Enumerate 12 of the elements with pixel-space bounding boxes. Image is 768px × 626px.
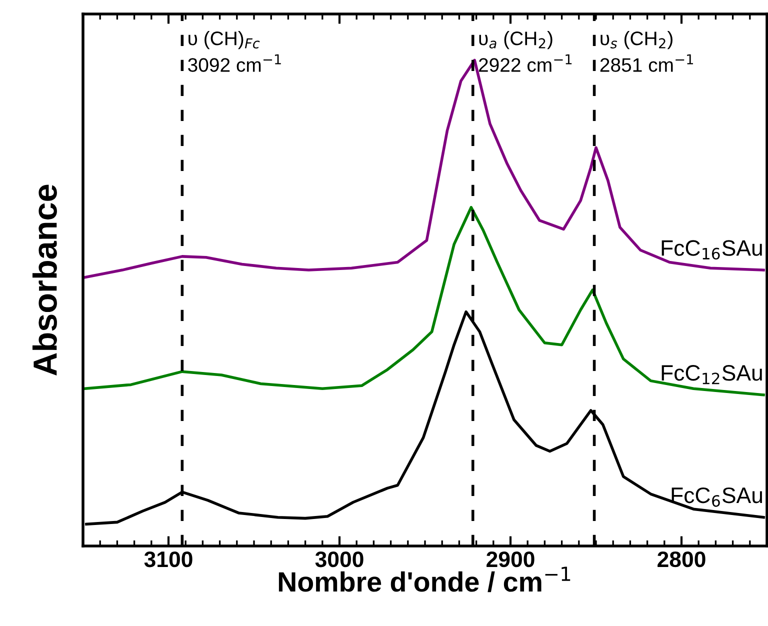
- x-tick-label: 2900: [486, 551, 534, 568]
- ref-line-label: υ$_{a}$ (CH$_{2}$) 2922 cm$^{−1}$: [478, 31, 572, 72]
- ref-line-label: υ (CH)$_{Fc}$ 3092 cm$^{−1}$: [188, 31, 281, 72]
- y-axis-title: Absorbance: [32, 184, 57, 376]
- x-tick-label: 3100: [144, 551, 192, 568]
- x-tick-label: 2800: [658, 551, 706, 568]
- x-tick-label: 3000: [315, 551, 364, 568]
- x-axis-title: Nombre d'onde / cm$^{−1}$: [278, 566, 570, 592]
- ref-line-label: υ$_{s}$ (CH$_{2}$) 2851 cm$^{−1}$: [600, 31, 693, 72]
- series-label: FcC$_{6}$SAu: [672, 487, 762, 507]
- series-label: FcC$_{12}$SAu: [662, 365, 762, 384]
- series-label: FcC$_{16}$SAu: [662, 240, 762, 260]
